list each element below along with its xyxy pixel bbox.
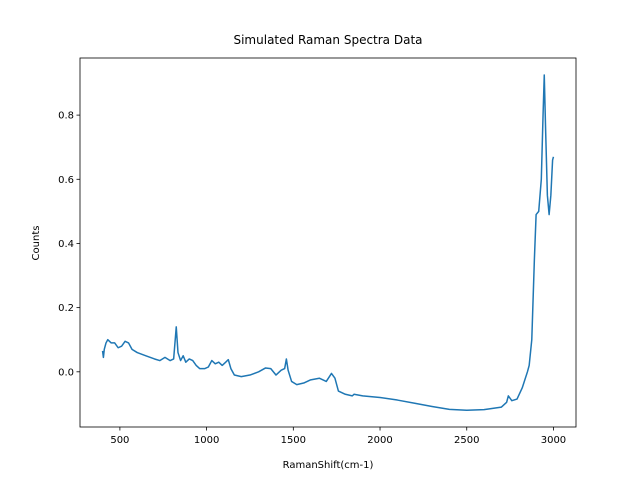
spectrum-line: [101, 74, 555, 412]
chart-title: Simulated Raman Spectra Data: [233, 33, 422, 47]
x-tick-label: 1000: [194, 435, 219, 446]
x-tick-label: 1500: [281, 435, 306, 446]
x-tick-label: 3000: [541, 435, 566, 446]
x-tick-label: 500: [110, 435, 129, 446]
y-tick-label: 0.2: [58, 303, 74, 314]
x-tick-label: 2500: [454, 435, 479, 446]
y-axis-label: Counts: [31, 226, 42, 261]
plot-frame: [79, 57, 577, 428]
x-tick-label: 2000: [367, 435, 392, 446]
y-tick-label: 0.4: [58, 239, 74, 250]
y-tick-label: 0.6: [58, 175, 74, 186]
y-tick-label: 0.8: [58, 111, 74, 122]
y-tick-label: 0.0: [58, 367, 74, 378]
x-axis-label: RamanShift(cm-1): [283, 460, 374, 471]
